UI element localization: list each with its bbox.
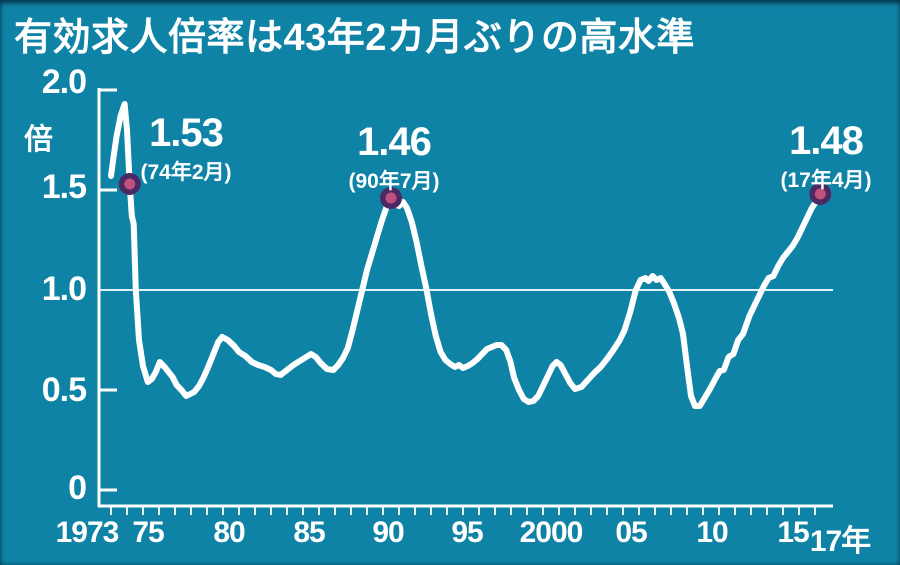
x-tick-label-2000: 2000 (519, 516, 584, 549)
annotation-value: 1.53 (149, 111, 224, 155)
highlight-dot-inner (385, 192, 397, 204)
x-tick-label-10: 10 (696, 516, 728, 549)
annotation-peak-1974: 1.53 (74年2月) (140, 112, 231, 186)
x-tick-label-85: 85 (293, 516, 325, 549)
y-tick-label-0: 0 (68, 469, 87, 507)
x-tick-label-90: 90 (372, 516, 404, 549)
y-tick-label-1.5: 1.5 (41, 168, 87, 206)
annotation-value: 1.48 (789, 119, 864, 163)
y-axis-unit-label: 倍 (24, 124, 54, 156)
chart-title: 有効求人倍率は43年2カ月ぶりの高水準 (14, 17, 695, 59)
annotation-date: (74年2月) (140, 161, 232, 184)
annotation-peak-1990: 1.46 (90年7月) (348, 121, 439, 195)
x-tick-label-1973: 1973 (55, 516, 120, 549)
highlight-dot-inner (124, 178, 136, 190)
annotation-peak-2017: 1.48 (17年4月) (780, 120, 871, 194)
x-tick-label-15: 15 (777, 516, 809, 549)
annotation-date: (17年4月) (780, 169, 872, 192)
annotation-value: 1.46 (357, 120, 432, 164)
highlight-dots (118, 173, 832, 209)
highlight-dot-inner (814, 188, 826, 200)
x-axis-ticks (110, 506, 816, 515)
data-line (108, 101, 824, 409)
annotation-date: (90年7月) (348, 170, 440, 193)
y-tick-label-0.5: 0.5 (41, 371, 87, 409)
x-tick-label-75: 75 (132, 516, 164, 549)
y-tick-label-2.0: 2.0 (41, 63, 87, 101)
x-tick-label-95: 95 (451, 516, 483, 549)
x-tick-label-80: 80 (213, 516, 245, 549)
x-tick-label-17: 17年 (809, 525, 871, 558)
y-tick-label-1.0: 1.0 (41, 270, 87, 308)
x-tick-label-05: 05 (615, 516, 647, 549)
y-axis-ticks (99, 88, 117, 492)
